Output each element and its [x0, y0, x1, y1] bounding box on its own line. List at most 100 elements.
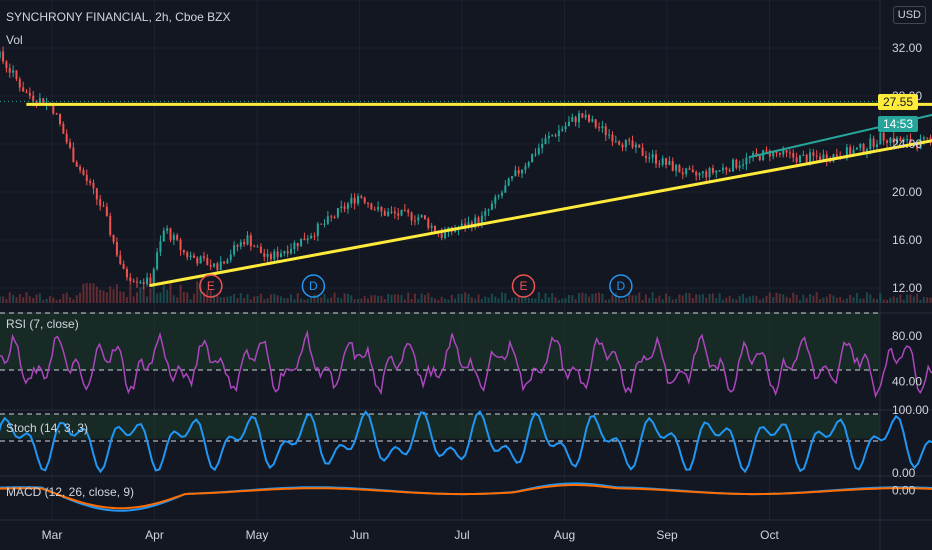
- candle-body: [38, 98, 41, 104]
- volume-bar: [427, 292, 430, 303]
- volume-bar: [340, 298, 343, 303]
- candle-body: [906, 139, 909, 141]
- candle-body: [926, 137, 929, 139]
- volume-bar: [711, 293, 714, 303]
- volume-bar: [701, 293, 704, 303]
- volume-bar: [705, 297, 708, 303]
- volume-bar: [695, 294, 698, 303]
- candle-body: [115, 241, 118, 256]
- volume-bars: [0, 279, 932, 303]
- candle-body: [454, 230, 457, 232]
- earnings-event-label: E: [207, 279, 215, 293]
- candle-body: [176, 235, 179, 240]
- volume-bar: [330, 297, 333, 303]
- volume-bar: [320, 297, 323, 303]
- volume-bar: [403, 299, 406, 303]
- stoch-title: Stoch (14, 3, 3): [6, 421, 88, 435]
- volume-bar: [825, 296, 828, 303]
- volume-bar: [0, 296, 1, 303]
- volume-bar: [243, 298, 246, 303]
- volume-bar: [306, 299, 309, 303]
- candle-body: [196, 257, 199, 264]
- candle-body: [283, 251, 286, 254]
- volume-bar: [5, 298, 8, 303]
- currency-button[interactable]: USD: [892, 6, 926, 24]
- candle-body: [715, 170, 718, 173]
- candle-body: [400, 209, 403, 216]
- candle-body: [259, 246, 262, 254]
- dividend-event-icon: [609, 274, 633, 298]
- volume-bar: [58, 299, 61, 303]
- volume-bar: [229, 295, 232, 303]
- volume-bar: [732, 298, 735, 303]
- candle-body: [336, 208, 339, 218]
- candle-body: [809, 152, 812, 163]
- candle-body: [541, 143, 544, 148]
- rsi-axis-tick: 80.00: [892, 329, 922, 343]
- volume-bar: [792, 292, 795, 303]
- volume-label: Vol: [6, 33, 23, 47]
- volume-bar: [494, 296, 497, 303]
- volume-bar: [186, 292, 189, 303]
- candle-body: [279, 253, 282, 258]
- volume-bar: [638, 292, 641, 303]
- candle-body: [865, 149, 868, 153]
- volume-bar: [219, 297, 222, 303]
- volume-bar: [316, 294, 319, 303]
- volume-bar: [598, 292, 601, 303]
- volume-bar: [296, 293, 299, 303]
- macd-axis-tick: 0.00: [892, 484, 916, 498]
- candle-body: [209, 265, 212, 267]
- candle-body: [896, 137, 899, 143]
- candle-body: [521, 169, 524, 174]
- volume-bar: [119, 291, 122, 303]
- volume-bar: [865, 292, 868, 303]
- volume-bar: [467, 293, 470, 303]
- volume-bar: [172, 295, 175, 303]
- candle-body: [631, 140, 634, 148]
- volume-bar: [239, 293, 242, 303]
- volume-bar: [45, 298, 48, 303]
- candle-body: [875, 144, 878, 147]
- candle-body: [15, 70, 18, 80]
- candle-body: [159, 241, 162, 253]
- candle-body: [373, 209, 376, 211]
- volume-bar: [644, 294, 647, 303]
- volume-bar: [417, 299, 420, 303]
- candle-body: [12, 70, 15, 73]
- volume-bar: [658, 295, 661, 303]
- volume-bar: [393, 294, 396, 303]
- volume-bar: [839, 296, 842, 303]
- candle-body: [156, 252, 159, 270]
- volume-bar: [300, 298, 303, 303]
- volume-bar: [102, 290, 105, 303]
- candle-body: [618, 141, 621, 145]
- volume-bar: [718, 293, 721, 303]
- volume-bar: [115, 284, 118, 303]
- volume-bar: [628, 292, 631, 303]
- volume-bar: [112, 289, 115, 303]
- volume-bar: [226, 296, 229, 303]
- candle-body: [440, 233, 443, 239]
- volume-bar: [346, 293, 349, 303]
- volume-bar: [564, 298, 567, 303]
- volume-bar: [28, 296, 31, 303]
- channel-line: [748, 113, 932, 159]
- volume-bar: [691, 298, 694, 303]
- volume-bar: [2, 296, 5, 303]
- volume-bar: [584, 293, 587, 303]
- candle-body: [146, 277, 149, 284]
- stoch-series-line: [0, 410, 932, 474]
- candle-body: [902, 139, 905, 142]
- volume-bar: [22, 297, 25, 303]
- candle-body: [490, 203, 493, 210]
- candle-body: [594, 119, 597, 128]
- volume-bar: [675, 298, 678, 303]
- candle-body: [420, 215, 423, 218]
- volume-bar: [581, 292, 584, 303]
- volume-bar: [618, 295, 621, 303]
- countdown-tag: 14:53: [877, 116, 918, 132]
- candle-body: [256, 246, 259, 248]
